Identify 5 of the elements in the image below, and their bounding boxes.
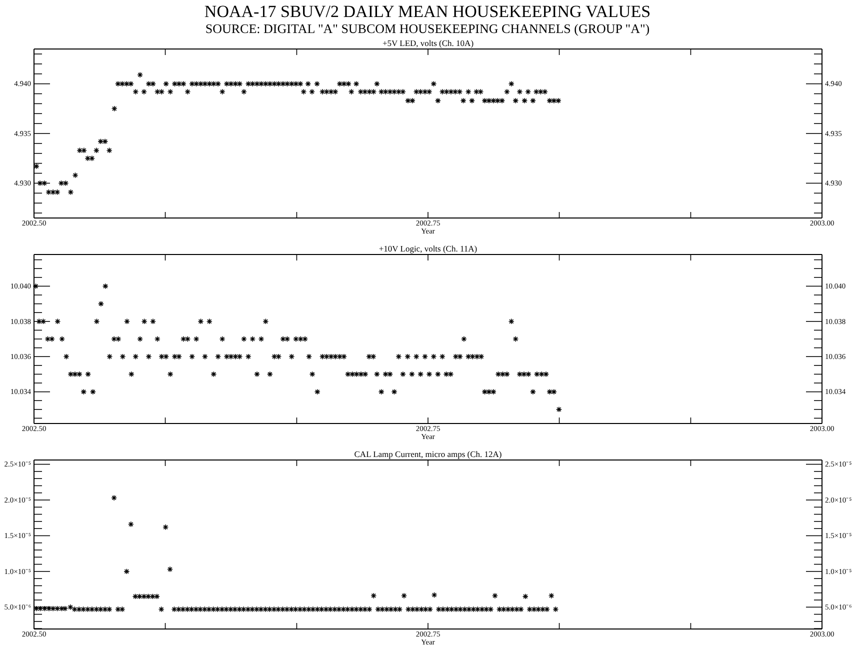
chart-title: +10V Logic, volts (Ch. 11A)	[378, 244, 478, 254]
text: NOAA-17 SBUV/2 DAILY MEAN HOUSEKEEPING VALUES	[204, 2, 651, 21]
chart-title: CAL Lamp Current, micro amps (Ch. 12A)	[354, 449, 502, 459]
source-note: SOURCE: DIGITAL "A" SUBCOM HOUSEKEEPING CHANNELS (GROUP "A")	[205, 21, 650, 36]
chart-title: +5V LED, volts (Ch. 10A)	[382, 38, 474, 48]
